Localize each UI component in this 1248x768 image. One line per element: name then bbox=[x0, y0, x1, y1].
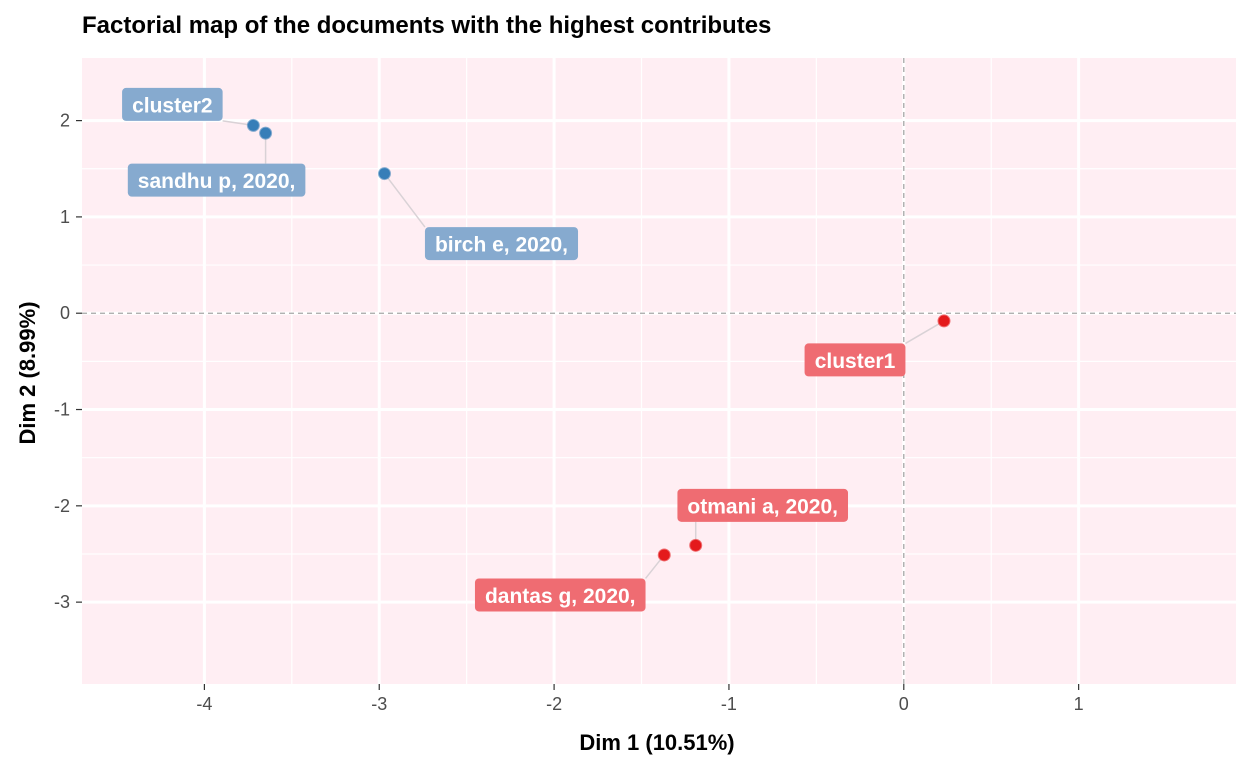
tick-labels: -4 -3 -2 -1 0 1 2 1 0 -1 -2 -3 bbox=[54, 111, 1084, 714]
y-tick-label: -2 bbox=[54, 496, 70, 516]
data-point-cluster1 bbox=[937, 314, 951, 328]
label-box bbox=[122, 87, 223, 121]
label-cluster2: sandhu p, 2020, bbox=[127, 163, 306, 197]
data-point-cluster1 bbox=[657, 548, 671, 562]
label-text: dantas g, 2020, bbox=[485, 585, 636, 608]
x-tick-label: -3 bbox=[371, 694, 387, 714]
x-tick-label: -2 bbox=[546, 694, 562, 714]
y-tick-label: -1 bbox=[54, 400, 70, 420]
data-point-cluster2 bbox=[259, 126, 273, 140]
data-point-cluster2 bbox=[246, 118, 260, 132]
label-text: otmani a, 2020, bbox=[687, 495, 838, 518]
y-axis-title: Dim 2 (8.99%) bbox=[15, 301, 40, 444]
chart-title: Factorial map of the documents with the … bbox=[82, 12, 772, 39]
x-tick-label: -1 bbox=[721, 694, 737, 714]
y-tick-label: 0 bbox=[60, 303, 70, 323]
y-tick-label: -3 bbox=[54, 592, 70, 612]
label-connector bbox=[905, 320, 945, 345]
data-points bbox=[246, 118, 951, 562]
label-box bbox=[424, 227, 579, 261]
label-box bbox=[677, 488, 849, 522]
x-tick-label: 1 bbox=[1074, 694, 1084, 714]
label-cluster2: cluster2 bbox=[122, 87, 223, 121]
data-point-cluster2 bbox=[377, 167, 391, 181]
label-cluster2: birch e, 2020, bbox=[424, 227, 579, 261]
label-cluster1: otmani a, 2020, bbox=[677, 488, 849, 522]
point-labels: cluster1 otmani a, 2020, dantas g, 2020, cl… bbox=[122, 87, 906, 612]
data-point-cluster1 bbox=[689, 538, 703, 552]
label-cluster1: dantas g, 2020, bbox=[474, 578, 646, 612]
label-text: cluster2 bbox=[132, 94, 213, 117]
x-tick-label: 0 bbox=[899, 694, 909, 714]
plot-panel bbox=[82, 58, 1236, 684]
label-box bbox=[127, 163, 306, 197]
reference-lines bbox=[82, 58, 1236, 684]
label-cluster1: cluster1 bbox=[804, 343, 906, 377]
label-text: sandhu p, 2020, bbox=[138, 170, 296, 193]
label-connector bbox=[383, 173, 426, 228]
label-box bbox=[804, 343, 906, 377]
y-tick-label: 1 bbox=[60, 207, 70, 227]
x-axis-title: Dim 1 (10.51%) bbox=[579, 730, 734, 755]
label-box bbox=[474, 578, 646, 612]
y-tick-label: 2 bbox=[60, 111, 70, 131]
label-text: cluster1 bbox=[815, 350, 896, 373]
x-tick-label: -4 bbox=[196, 694, 212, 714]
label-text: birch e, 2020, bbox=[435, 234, 568, 257]
